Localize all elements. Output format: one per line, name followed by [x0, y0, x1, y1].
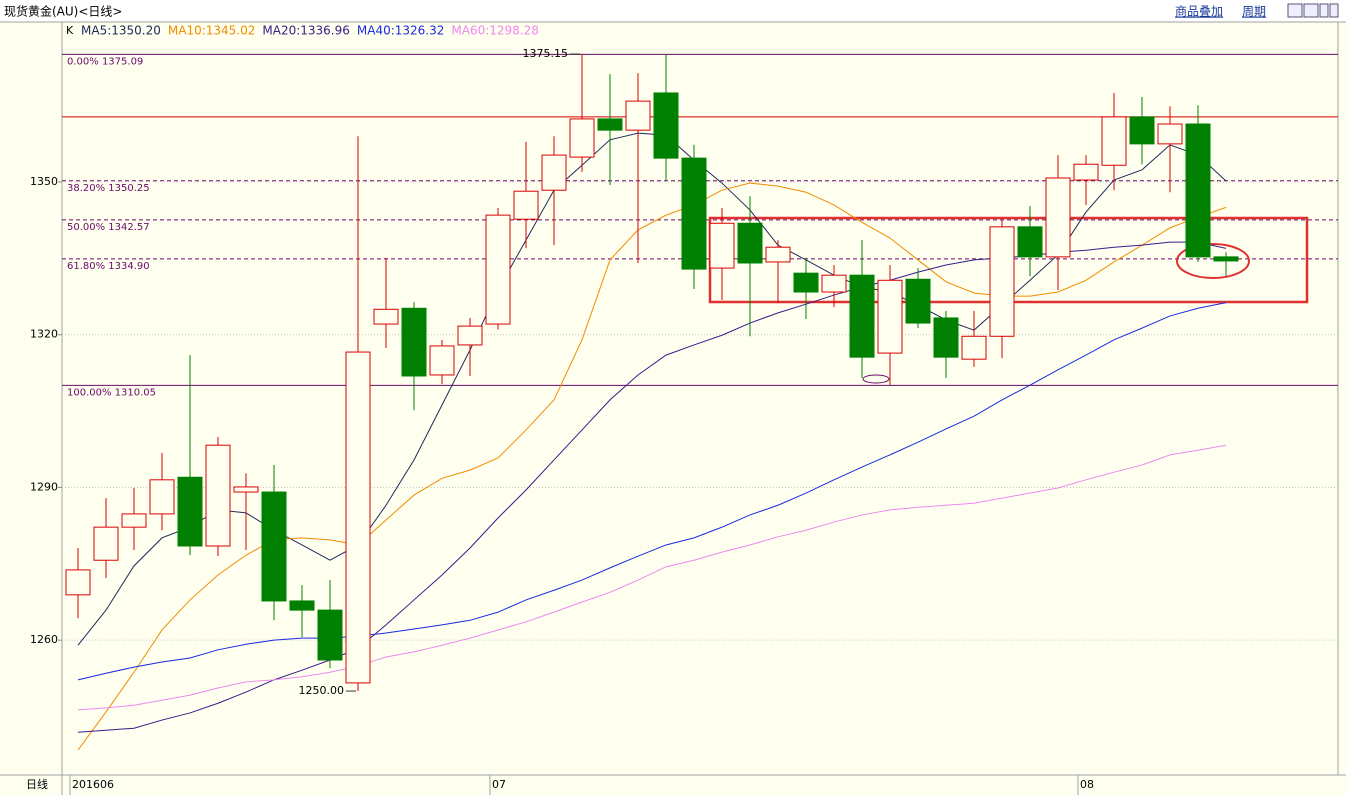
min-label: 1250.00: [299, 684, 345, 697]
legend-entry: MA60:1298.28: [451, 24, 539, 38]
y-tick-label: 1290: [30, 480, 58, 493]
y-tick-label: 1260: [30, 633, 58, 646]
candle-body: [1157, 123, 1183, 145]
candle-body: [485, 214, 511, 325]
fib-label: 61.80% 1334.90: [67, 261, 150, 272]
candle-body: [821, 274, 847, 293]
candle-body: [177, 476, 203, 547]
candle-body: [737, 222, 763, 264]
fib-label: 38.20% 1350.25: [67, 183, 150, 194]
candle-body: [653, 92, 679, 159]
candle-body: [905, 278, 931, 324]
fib-label: 0.00% 1375.09: [67, 56, 143, 67]
candle-body: [1045, 177, 1071, 258]
candle-body: [121, 513, 147, 528]
candle-body: [793, 272, 819, 293]
x-tick-label: 07: [492, 778, 506, 791]
candle-body: [205, 444, 231, 547]
zoom-in[interactable]: [1319, 3, 1329, 18]
header-bar: [0, 0, 1346, 22]
candle-body: [457, 325, 483, 346]
x-tick-label: 201606: [72, 778, 114, 791]
legend-entry: MA20:1336.96: [262, 24, 350, 38]
nav-right[interactable]: [1303, 3, 1319, 18]
nav-buttons: [1287, 3, 1339, 18]
candle-body: [541, 154, 567, 191]
highlight-ellipse: [1176, 243, 1250, 279]
low-ellipse: [862, 374, 890, 384]
nav-left[interactable]: [1287, 3, 1303, 18]
candle-body: [989, 226, 1015, 337]
y-tick-label: 1320: [30, 328, 58, 341]
overlay-link[interactable]: 商品叠加: [1175, 4, 1223, 19]
candle-body: [1017, 226, 1043, 258]
y-tick-label: 1350: [30, 175, 58, 188]
candle-body: [373, 308, 399, 325]
legend-prefix: K: [66, 24, 74, 37]
candle-body: [1129, 116, 1155, 145]
ma-line: [77, 302, 1227, 681]
candle-body: [401, 307, 427, 377]
period-link[interactable]: 周期: [1242, 5, 1266, 19]
legend-entry: MA40:1326.32: [357, 24, 445, 38]
header-title: 现货黄金(AU)<日线>: [4, 4, 122, 19]
candle-body: [1185, 123, 1211, 258]
ma-line: [77, 444, 1227, 711]
candle-body: [65, 569, 91, 596]
legend-entry: MA10:1345.02: [168, 24, 256, 38]
candle-body: [345, 351, 371, 684]
candle-body: [709, 222, 735, 269]
legend-entry: MA5:1350.20: [81, 24, 161, 38]
zoom-out[interactable]: [1329, 3, 1339, 18]
candle-body: [317, 609, 343, 661]
candle-body: [765, 246, 791, 263]
candle-body: [289, 600, 315, 611]
candle-body: [597, 118, 623, 131]
x-tick-label: 08: [1080, 778, 1094, 791]
max-label: 1375.15: [523, 47, 569, 60]
candle-body: [513, 190, 539, 220]
candle-body: [1213, 256, 1239, 262]
candle-body: [429, 345, 455, 376]
candle-body: [933, 317, 959, 358]
candle-body: [1101, 116, 1127, 166]
candle-body: [681, 157, 707, 270]
fib-label: 100.00% 1310.05: [67, 387, 156, 398]
candle-body: [625, 100, 651, 131]
candle-body: [849, 274, 875, 358]
candle-body: [149, 479, 175, 515]
fib-label: 50.00% 1342.57: [67, 222, 150, 233]
candle-body: [261, 491, 287, 602]
candle-body: [93, 526, 119, 561]
candle-body: [233, 486, 259, 493]
candle-body: [569, 118, 595, 158]
candle-body: [961, 335, 987, 360]
candle-body: [877, 279, 903, 354]
candle-body: [1073, 163, 1099, 181]
period-label: 日线: [26, 777, 48, 791]
